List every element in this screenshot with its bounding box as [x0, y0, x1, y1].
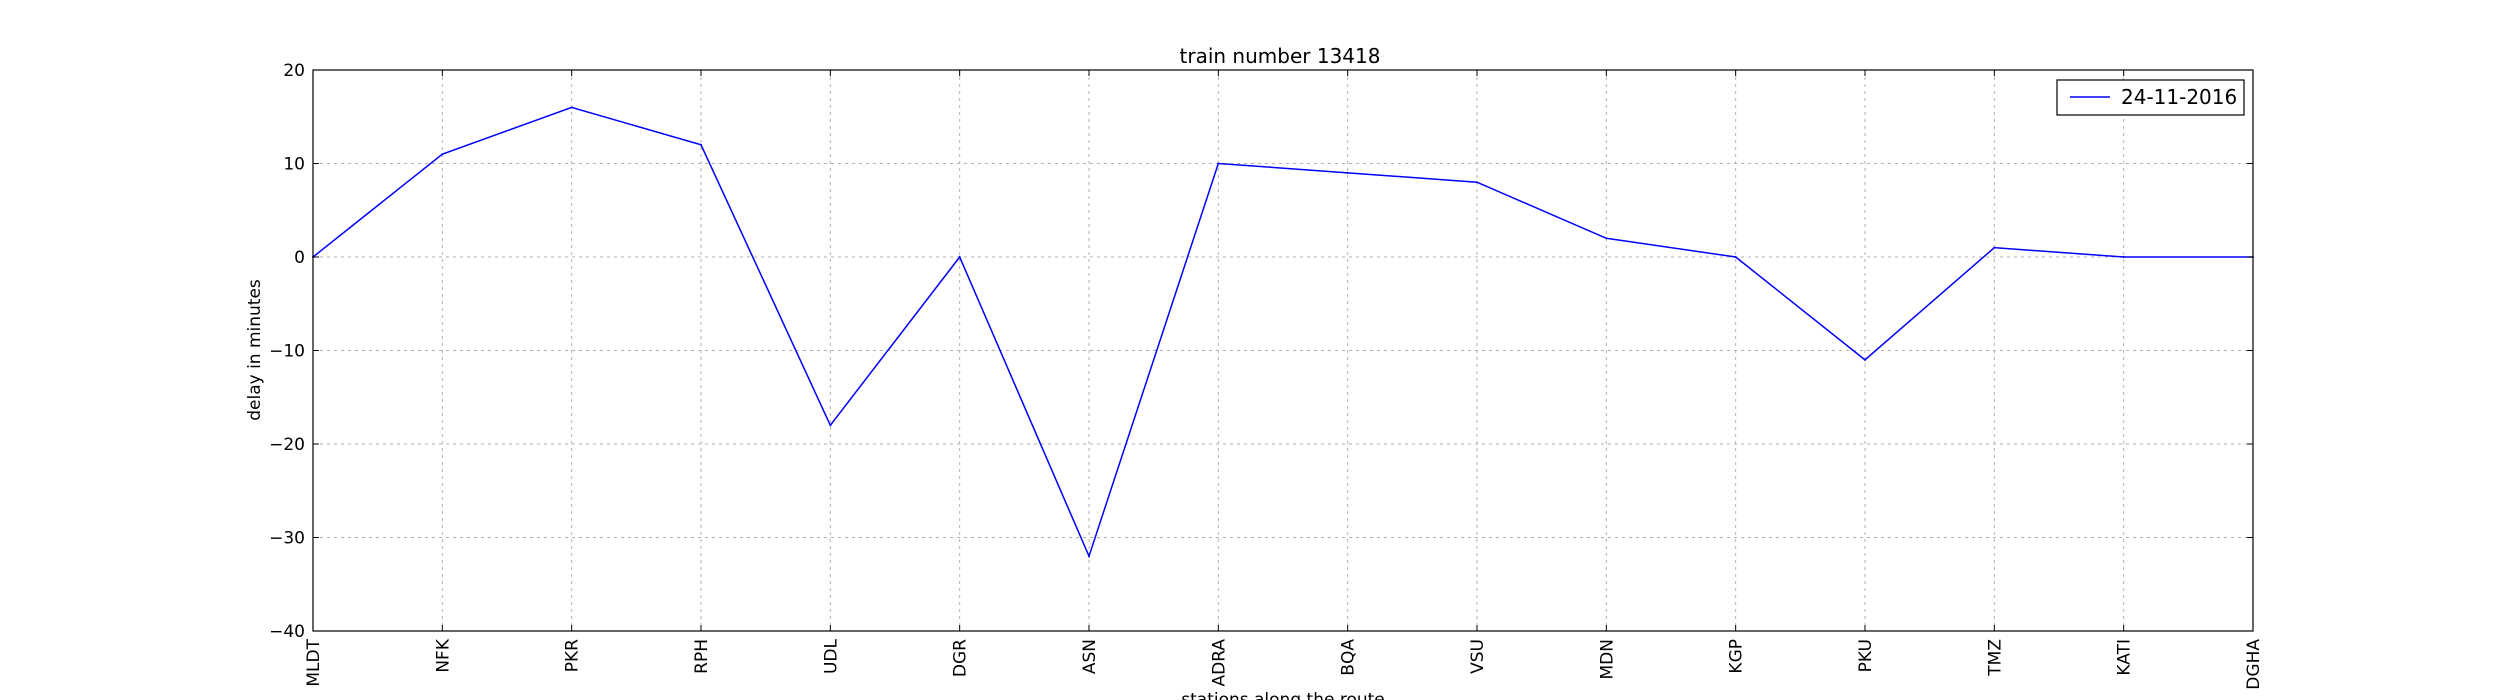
legend: 24-11-2016	[2056, 79, 2245, 116]
data-point	[2122, 256, 2125, 258]
series-layer	[312, 106, 2254, 559]
x-tick-label: RPH	[692, 639, 712, 674]
data-point	[1993, 246, 1996, 249]
tick-layer: MLDT NFK PKR RPH UDL DGR ASN ADRA BQA VSU MDN KGP PK…	[269, 61, 2264, 690]
x-tick-label: ASN	[1080, 639, 1100, 674]
y-tick-label: −30	[269, 529, 305, 549]
chart-title: train number 13418	[1180, 44, 1381, 68]
x-tick-label: MLDT	[304, 638, 324, 686]
data-point	[1346, 171, 1349, 174]
x-tick-label: NFK	[433, 638, 453, 672]
data-point	[958, 256, 961, 258]
x-tick-label: VSU	[1468, 639, 1488, 674]
data-point	[1605, 237, 1608, 240]
x-tick-label: TMZ	[1985, 639, 2005, 677]
legend-label: 24-11-2016	[2121, 85, 2237, 109]
x-tick-label: KGP	[1727, 639, 1747, 674]
y-axis-label: delay in minutes	[245, 279, 265, 421]
x-tick-label: DGR	[951, 639, 971, 677]
x-tick-label: BQA	[1339, 639, 1359, 676]
data-point	[1217, 162, 1220, 165]
data-point	[1734, 256, 1737, 258]
data-point	[570, 106, 573, 109]
data-point	[700, 143, 702, 146]
y-tick-label: −20	[269, 435, 305, 455]
x-tick-label: PKU	[1856, 639, 1876, 672]
data-point	[829, 424, 832, 427]
grid-layer	[312, 69, 2254, 632]
data-point	[1088, 555, 1090, 558]
x-tick-label: ADRA	[1209, 639, 1229, 687]
x-tick-label: KATI	[2115, 639, 2135, 676]
y-tick-label: 20	[283, 61, 305, 81]
y-tick-label: 0	[294, 248, 305, 268]
x-tick-label: MDN	[1597, 639, 1617, 679]
y-tick-label: 10	[283, 155, 305, 175]
data-point	[1864, 358, 1866, 361]
plot-frame	[312, 69, 2254, 632]
x-axis-label: stations along the route	[1181, 690, 1385, 700]
y-tick-label: −40	[269, 622, 305, 642]
y-tick-label: −10	[269, 342, 305, 362]
x-tick-label: UDL	[821, 638, 841, 674]
series-line	[312, 106, 2253, 559]
data-point	[441, 153, 444, 156]
x-tick-label: DGHA	[2244, 639, 2264, 690]
x-tick-label: PKR	[563, 639, 583, 672]
data-point	[1476, 181, 1478, 184]
